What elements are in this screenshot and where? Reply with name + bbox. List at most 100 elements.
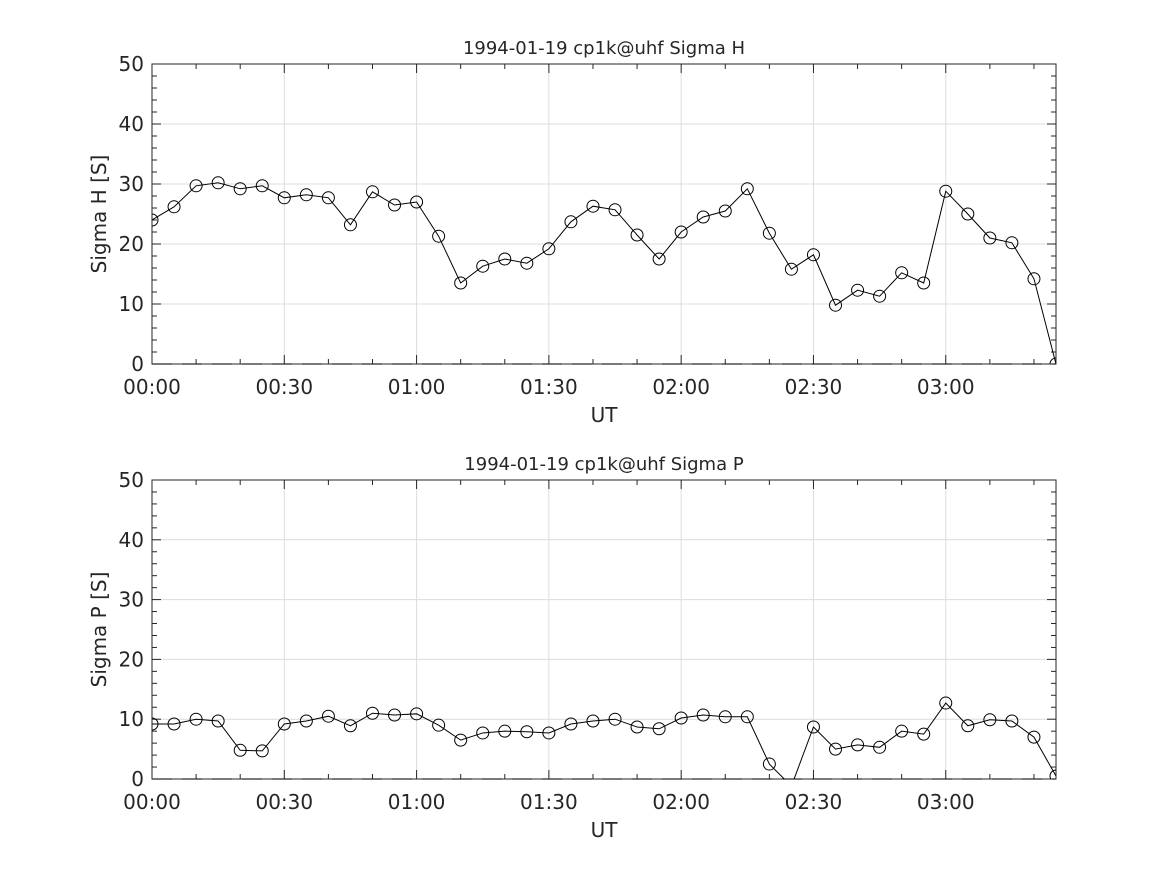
data-point xyxy=(895,724,909,738)
data-point xyxy=(652,252,666,266)
x-tick-label: 02:00 xyxy=(652,790,710,814)
data-point xyxy=(520,256,534,270)
data-point xyxy=(1005,714,1019,728)
x-tick-label: 01:30 xyxy=(520,790,578,814)
data-point xyxy=(167,200,181,214)
series xyxy=(152,696,1056,779)
x-tick-label: 02:00 xyxy=(652,375,710,399)
data-point xyxy=(983,713,997,727)
data-point xyxy=(762,757,776,771)
data-point xyxy=(520,725,534,739)
data-point xyxy=(718,204,732,218)
chart-0: 00:00 00:30 01:00 01:30 02:00 02:30 03:00 0 10 20… xyxy=(87,38,1057,427)
data-point xyxy=(917,276,931,290)
y-axis-label: Sigma H [S] xyxy=(87,155,111,274)
data-point xyxy=(652,722,666,736)
data-point xyxy=(939,696,953,710)
data-point xyxy=(718,710,732,724)
y-tick-label: 40 xyxy=(119,528,144,552)
data-point xyxy=(851,283,865,297)
data-point xyxy=(255,744,269,758)
y-tick-label: 20 xyxy=(119,647,144,671)
data-point xyxy=(762,226,776,240)
data-point xyxy=(740,182,754,196)
data-point xyxy=(277,191,291,205)
data-point xyxy=(608,203,622,217)
data-point xyxy=(895,266,909,280)
data-point xyxy=(873,289,887,303)
data-point xyxy=(696,708,710,722)
chart-1: 00:00 00:30 01:00 01:30 02:00 02:30 03:00 0 10 20… xyxy=(87,454,1057,842)
y-axis-label: Sigma P [S] xyxy=(87,572,111,688)
data-point xyxy=(983,231,997,245)
data-point xyxy=(299,188,313,202)
series-line xyxy=(152,702,1056,779)
data-point xyxy=(365,706,379,720)
x-tick-label: 00:30 xyxy=(255,790,313,814)
data-point xyxy=(410,195,424,209)
data-point xyxy=(233,743,247,757)
data-point xyxy=(321,709,335,723)
data-point xyxy=(1027,730,1041,744)
data-point xyxy=(388,198,402,212)
data-point xyxy=(152,213,159,227)
data-point xyxy=(608,712,622,726)
axes-box xyxy=(151,63,1057,365)
x-tick-label: 03:00 xyxy=(917,375,975,399)
data-point xyxy=(630,720,644,734)
y-tick-label: 50 xyxy=(119,52,144,76)
data-point xyxy=(564,717,578,731)
data-point xyxy=(542,242,556,256)
data-point xyxy=(343,218,357,232)
x-tick-label: 00:00 xyxy=(123,375,181,399)
data-point xyxy=(365,185,379,199)
data-point xyxy=(806,720,820,734)
data-point xyxy=(829,298,843,312)
data-point xyxy=(410,707,424,721)
data-point xyxy=(211,714,225,728)
data-point xyxy=(321,191,335,205)
x-tick-label: 01:00 xyxy=(388,790,446,814)
x-tick-label: 00:30 xyxy=(255,375,313,399)
data-point xyxy=(476,726,490,740)
data-point xyxy=(806,248,820,262)
data-point xyxy=(630,228,644,242)
data-point xyxy=(674,225,688,239)
data-point xyxy=(564,215,578,229)
data-point xyxy=(167,717,181,731)
y-tick-label: 0 xyxy=(131,352,144,376)
data-point xyxy=(299,714,313,728)
data-point xyxy=(476,259,490,273)
data-point xyxy=(233,182,247,196)
data-point xyxy=(432,718,446,732)
x-axis-label: UT xyxy=(591,403,619,427)
x-tick-label: 00:00 xyxy=(123,790,181,814)
data-point xyxy=(873,740,887,754)
data-point xyxy=(343,719,357,733)
data-point xyxy=(784,262,798,276)
data-point xyxy=(454,276,468,290)
data-point xyxy=(1005,236,1019,250)
data-point xyxy=(1027,272,1041,286)
data-point xyxy=(388,708,402,722)
x-tick-label: 01:30 xyxy=(520,375,578,399)
data-point xyxy=(586,199,600,213)
chart-title: 1994-01-19 cp1k@uhf Sigma H xyxy=(463,38,745,59)
data-point xyxy=(740,710,754,724)
data-point xyxy=(961,207,975,221)
data-point xyxy=(542,726,556,740)
data-point xyxy=(961,719,975,733)
x-axis-label: UT xyxy=(591,818,619,842)
data-point xyxy=(189,712,203,726)
axes-box xyxy=(151,479,1057,780)
x-tick-label: 01:00 xyxy=(388,375,446,399)
data-point xyxy=(189,179,203,193)
data-point xyxy=(586,714,600,728)
y-tick-label: 10 xyxy=(119,707,144,731)
y-tick-label: 30 xyxy=(119,172,144,196)
data-point xyxy=(277,717,291,731)
data-point xyxy=(211,176,225,190)
x-tick-label: 02:30 xyxy=(785,375,843,399)
series-line xyxy=(152,182,1056,364)
